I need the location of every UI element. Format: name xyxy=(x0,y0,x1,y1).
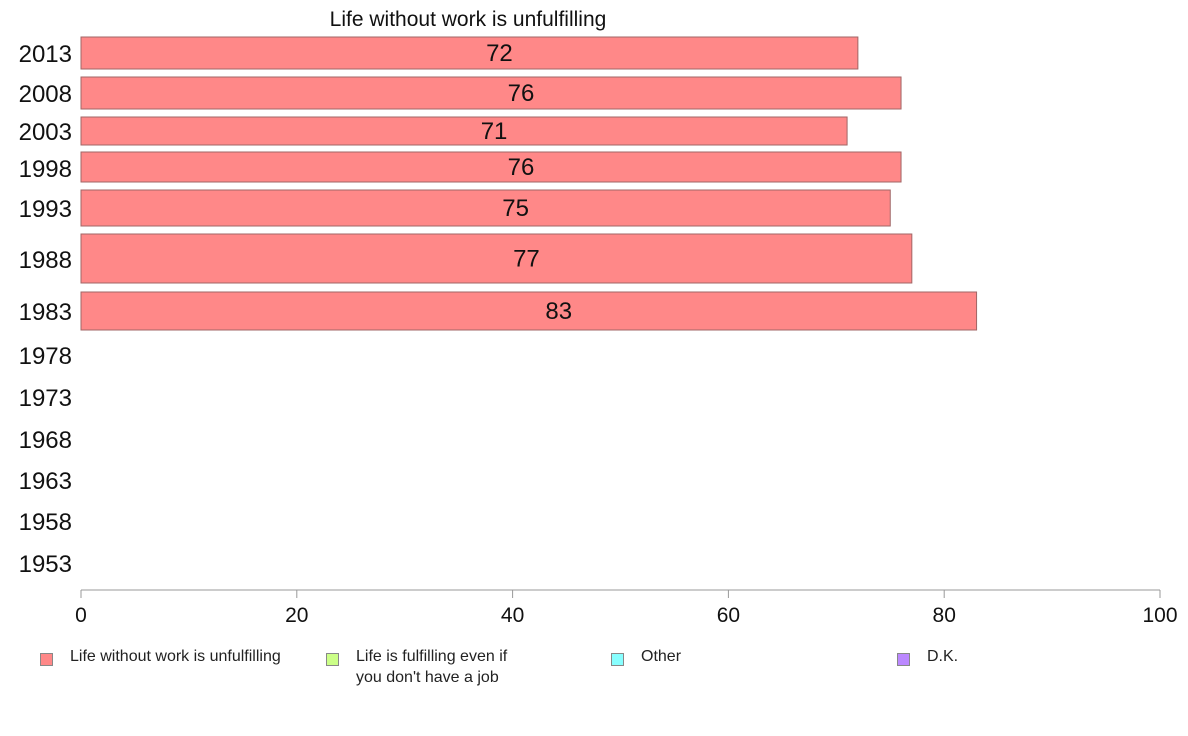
y-axis-labels: 2013 2008 2003 1998 1993 1988 1983 1978 1973 1968… xyxy=(19,41,72,578)
y-tick-label: 1988 xyxy=(19,247,72,274)
bar-chart: Life without work is unfulfilling 72 7671… xyxy=(19,8,1178,627)
y-tick-label: 1968 xyxy=(19,427,72,454)
bar-value-label: 76 xyxy=(508,80,535,107)
bar-1998 xyxy=(80,151,902,183)
bar-2008 xyxy=(80,76,902,110)
legend-swatch xyxy=(611,653,624,666)
y-tick-label: 1993 xyxy=(19,196,72,223)
legend-label: Life is fulfilling even if you don't hav… xyxy=(356,648,508,686)
x-tick-label: 20 xyxy=(285,604,308,627)
bar-1988 xyxy=(80,233,913,284)
y-tick-label: 1973 xyxy=(19,385,72,412)
bar-2013 xyxy=(80,36,859,70)
bar-1983 xyxy=(80,291,978,331)
legend-item-dk: D.K. xyxy=(897,638,958,667)
bar-value-label: 75 xyxy=(502,195,529,222)
legend-swatch xyxy=(897,653,910,666)
bar-value-label: 71 xyxy=(481,118,508,145)
legend: Life without work is unfulfilling Life i… xyxy=(0,638,1188,698)
x-tick-label: 80 xyxy=(933,604,956,627)
legend-item-unfulfilling: Life without work is unfulfilling xyxy=(40,638,281,667)
bar-value-label: 72 xyxy=(486,40,513,67)
legend-swatch xyxy=(326,653,339,666)
y-tick-label: 1978 xyxy=(19,343,72,370)
y-tick-label: 2008 xyxy=(19,81,72,108)
y-tick-label: 2013 xyxy=(19,41,72,68)
y-tick-label: 2003 xyxy=(19,119,72,146)
bar-value-label: 83 xyxy=(545,298,572,325)
legend-label: Other xyxy=(641,648,682,665)
legend-item-fulfilling: Life is fulfilling even if you don't hav… xyxy=(326,638,507,688)
x-tick-label: 0 xyxy=(75,604,87,627)
legend-label: D.K. xyxy=(927,648,959,665)
y-tick-label: 1963 xyxy=(19,468,72,495)
y-tick-label: 1953 xyxy=(19,551,72,578)
x-tick-label: 60 xyxy=(717,604,740,627)
bar-1993 xyxy=(80,189,891,227)
y-tick-label: 1998 xyxy=(19,156,72,183)
y-tick-label: 1958 xyxy=(19,509,72,536)
legend-swatch xyxy=(40,653,53,666)
x-tick-label: 40 xyxy=(501,604,524,627)
x-axis: 0 20 40 60 80 100 xyxy=(75,589,1178,627)
bar-value-label: 76 xyxy=(508,154,535,181)
bar-value-label: 77 xyxy=(513,246,540,273)
legend-item-other: Other xyxy=(611,638,681,667)
x-tick-label: 100 xyxy=(1142,604,1177,627)
legend-label: Life without work is unfulfilling xyxy=(70,648,281,665)
bar-2003 xyxy=(80,116,848,146)
chart-title: Life without work is unfulfilling xyxy=(330,8,607,31)
y-tick-label: 1983 xyxy=(19,299,72,326)
